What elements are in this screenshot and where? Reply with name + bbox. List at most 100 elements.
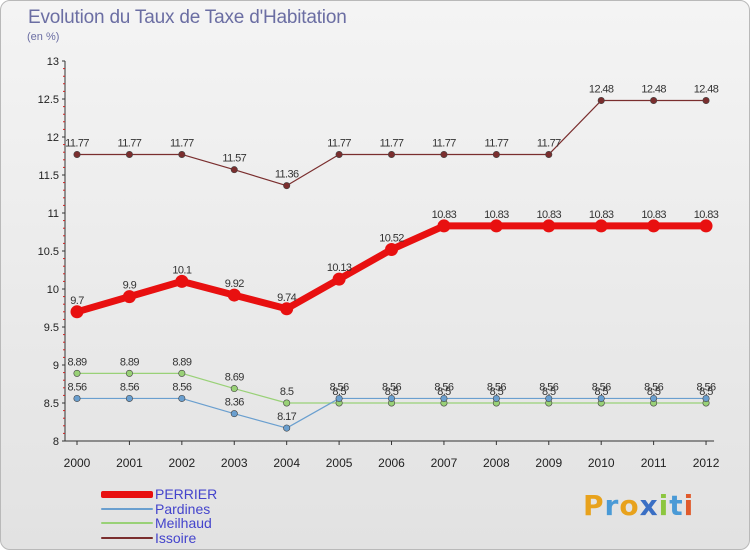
data-label: 11.77 [485, 137, 509, 149]
data-point [230, 385, 238, 393]
x-tick-label: 2005 [326, 456, 353, 470]
data-point [492, 150, 500, 158]
data-label: 8.56 [487, 381, 506, 393]
x-tick-label: 2009 [535, 456, 562, 470]
legend-label: PERRIER [155, 486, 218, 503]
logo-letter: x [639, 489, 659, 522]
data-label: 8.5 [280, 386, 294, 398]
data-label: 10.83 [641, 209, 666, 221]
legend-swatch [101, 507, 153, 510]
data-label: 10.83 [589, 209, 614, 221]
data-label: 12.48 [694, 84, 719, 96]
data-point [227, 288, 241, 302]
x-tick-label: 2000 [64, 456, 91, 470]
data-label: 11.77 [432, 137, 456, 149]
legend-item-perrier: PERRIER [101, 487, 217, 502]
data-point [702, 97, 710, 105]
legend-label: Meilhaud [155, 515, 212, 532]
data-label: 11.77 [65, 137, 89, 149]
data-point [125, 150, 133, 158]
data-label: 9.9 [123, 280, 137, 292]
data-point [542, 219, 556, 233]
data-point [178, 150, 186, 158]
x-tick-label: 2011 [641, 456, 667, 470]
x-tick-label: 2007 [431, 456, 458, 470]
data-point [230, 410, 238, 418]
data-label: 12.48 [589, 84, 614, 96]
data-label: 9.92 [225, 278, 244, 290]
data-label: 8.56 [592, 381, 611, 393]
data-point [178, 369, 186, 377]
data-label: 8.5 [542, 386, 556, 398]
data-point [73, 394, 81, 402]
x-tick-label: 2006 [378, 456, 405, 470]
data-label: 10.83 [694, 209, 719, 221]
data-label: 11.77 [327, 137, 351, 149]
y-tick-label: 9.5 [44, 322, 59, 334]
data-label: 8.56 [120, 381, 139, 393]
data-point [699, 219, 713, 233]
data-point [73, 150, 81, 158]
data-label: 8.56 [172, 381, 191, 393]
x-tick-label: 2001 [116, 456, 143, 470]
data-point [125, 394, 133, 402]
data-point [437, 219, 451, 233]
proxiti-logo: Proxiti [583, 489, 694, 522]
data-point [388, 150, 396, 158]
data-label: 8.56 [644, 381, 663, 393]
logo-letter: t [669, 489, 684, 522]
data-point [175, 274, 189, 288]
data-point [332, 272, 346, 286]
data-label: 8.5 [332, 386, 346, 398]
data-label: 8.89 [172, 356, 191, 368]
data-label: 10.1 [172, 264, 191, 276]
data-label: 10.83 [537, 209, 562, 221]
data-label: 8.56 [539, 381, 558, 393]
y-tick-label: 10 [47, 284, 59, 296]
data-label: 10.13 [327, 262, 352, 274]
legend-swatch [101, 522, 153, 525]
logo-letter: r [604, 489, 620, 522]
data-point [440, 394, 448, 402]
logo-letter: o [619, 489, 640, 522]
data-point [594, 219, 608, 233]
data-point [545, 394, 553, 402]
logo-letter: i [658, 489, 670, 522]
chart-subtitle: (en %) [27, 31, 60, 43]
logo-letter: P [583, 489, 605, 522]
data-point [597, 394, 605, 402]
x-tick-label: 2003 [221, 456, 248, 470]
data-label: 11.77 [170, 137, 194, 149]
data-label: 8.5 [699, 386, 713, 398]
data-point [70, 305, 84, 319]
data-label: 10.52 [379, 232, 404, 244]
data-label: 9.74 [277, 292, 296, 304]
data-label: 11.77 [118, 137, 142, 149]
data-point [545, 150, 553, 158]
data-label: 8.69 [225, 372, 244, 384]
data-point [702, 394, 710, 402]
data-point [122, 290, 136, 304]
data-point [597, 97, 605, 105]
data-point [650, 97, 658, 105]
data-label: 8.56 [67, 381, 86, 393]
y-tick-label: 12 [47, 132, 59, 144]
data-point [650, 394, 658, 402]
legend-label: Pardines [155, 500, 211, 517]
data-point [335, 394, 343, 402]
data-label: 8.89 [120, 356, 139, 368]
data-label: 8.56 [382, 381, 401, 393]
data-label: 9.7 [70, 295, 84, 307]
legend-item-meilhaud: Meilhaud [101, 516, 217, 531]
data-label: 12.48 [641, 84, 666, 96]
data-point [440, 150, 448, 158]
y-tick-label: 10.5 [38, 246, 59, 258]
data-label: 8.89 [67, 356, 86, 368]
data-label: 8.5 [385, 386, 399, 398]
legend-swatch [101, 536, 153, 539]
data-label: 8.56 [434, 381, 453, 393]
data-label: 8.5 [647, 386, 661, 398]
data-label: 8.5 [490, 386, 504, 398]
x-tick-label: 2012 [693, 456, 720, 470]
data-point [283, 182, 291, 190]
